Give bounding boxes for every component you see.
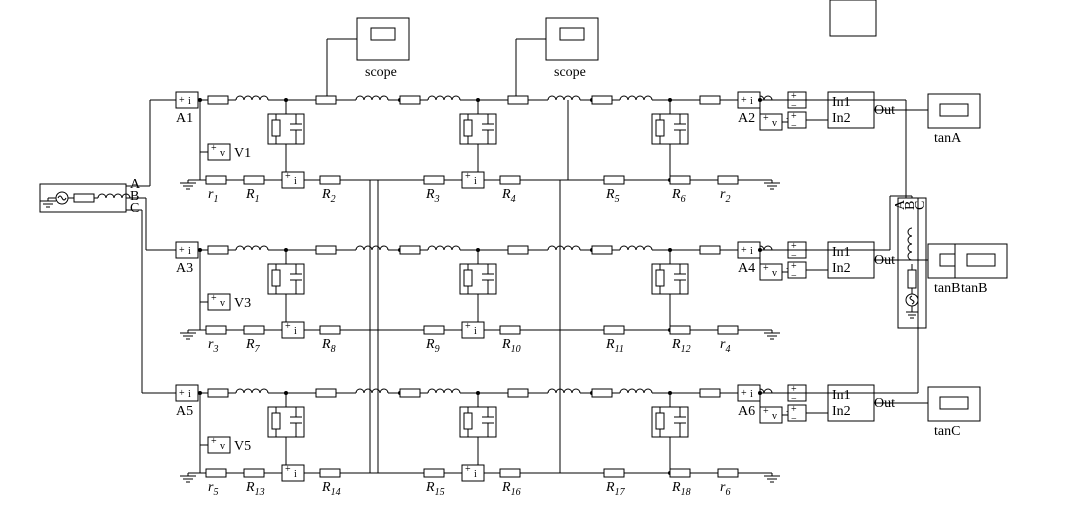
label: i [188, 246, 191, 257]
r-left-0: r1 [208, 187, 218, 205]
in2-label: In2 [832, 261, 851, 276]
R-16: R16 [501, 480, 521, 498]
label: + [179, 388, 185, 399]
label: i [474, 469, 477, 480]
label: i [474, 326, 477, 337]
R-11: R11 [605, 337, 624, 355]
voltmeter-V1: V1 [234, 146, 251, 161]
r-left-2: r5 [208, 480, 218, 498]
label: v [220, 298, 225, 309]
label: i [474, 176, 477, 187]
label: + [763, 406, 769, 417]
R-12: R12 [671, 337, 691, 355]
tan-label: tanA [934, 131, 962, 146]
phase-C: C [130, 201, 139, 216]
tanB-label: tanB [961, 281, 987, 296]
R-14: R14 [321, 480, 341, 498]
R-1: R1 [245, 187, 260, 205]
label: + [179, 95, 185, 106]
label: v [772, 411, 777, 422]
label: + [465, 321, 471, 332]
voltmeter-V5: V5 [234, 439, 251, 454]
label: + [465, 171, 471, 182]
r-right-1: r4 [720, 337, 730, 355]
label: − [791, 271, 797, 282]
R-7: R7 [245, 337, 261, 355]
R-10: R10 [501, 337, 521, 355]
voltmeter-V3: V3 [234, 296, 251, 311]
in1-label: In1 [832, 388, 851, 403]
scope-label: scope [365, 65, 397, 80]
in1-label: In1 [832, 95, 851, 110]
tan-label: tanB [934, 281, 960, 296]
label: v [772, 268, 777, 279]
ammeter-A6: A6 [738, 404, 755, 419]
r-left-1: r3 [208, 337, 218, 355]
R-15: R15 [425, 480, 445, 498]
label: v [772, 118, 777, 129]
in2-label: In2 [832, 111, 851, 126]
tan-label: tanC [934, 424, 960, 439]
label: i [294, 469, 297, 480]
label: v [220, 441, 225, 452]
label: + [285, 171, 291, 182]
ammeter-A5: A5 [176, 404, 193, 419]
R-6: R6 [671, 187, 686, 205]
R-9: R9 [425, 337, 440, 355]
label: + [211, 143, 217, 154]
R-4: R4 [501, 187, 516, 205]
label: + [285, 321, 291, 332]
load-C: C [913, 201, 928, 210]
label: i [188, 389, 191, 400]
label: i [294, 326, 297, 337]
r-right-2: r6 [720, 480, 730, 498]
in1-label: In1 [832, 245, 851, 260]
ammeter-A4: A4 [738, 261, 755, 276]
scope-label: scope [554, 65, 586, 80]
R-5: R5 [605, 187, 620, 205]
r-right-0: r2 [720, 187, 730, 205]
label: + [763, 113, 769, 124]
R-3: R3 [425, 187, 440, 205]
label: − [791, 121, 797, 132]
label: + [741, 388, 747, 399]
ammeter-A1: A1 [176, 111, 193, 126]
R-13: R13 [245, 480, 265, 498]
label: i [188, 96, 191, 107]
label: − [791, 414, 797, 425]
R-8: R8 [321, 337, 336, 355]
label: + [741, 95, 747, 106]
ammeter-A3: A3 [176, 261, 193, 276]
label: i [750, 389, 753, 400]
label: + [465, 464, 471, 475]
label: + [741, 245, 747, 256]
R-2: R2 [321, 187, 336, 205]
label: v [220, 148, 225, 159]
label: i [294, 176, 297, 187]
label: + [179, 245, 185, 256]
label: + [211, 436, 217, 447]
ammeter-A2: A2 [738, 111, 755, 126]
label: + [763, 263, 769, 274]
in2-label: In2 [832, 404, 851, 419]
label: i [750, 246, 753, 257]
label: + [285, 464, 291, 475]
label: + [211, 293, 217, 304]
R-18: R18 [671, 480, 691, 498]
R-17: R17 [605, 480, 626, 498]
label: i [750, 96, 753, 107]
